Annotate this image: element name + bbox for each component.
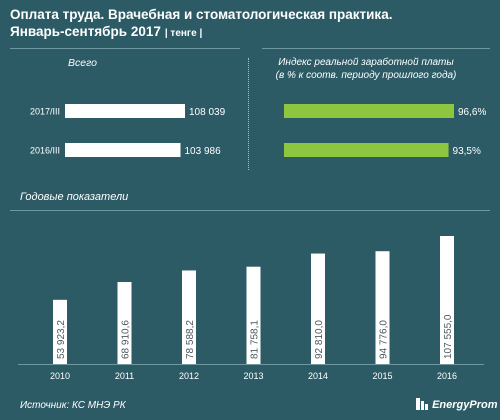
annual-value-label: 78 588,2 [185,320,196,359]
index-bar [284,104,454,118]
annual-value-label: 92 810,0 [314,320,325,359]
annual-bar [182,270,196,364]
annual-tick-label: 2012 [179,371,199,381]
energyprom-logo-icon [416,398,428,410]
annual-bar [53,299,67,364]
title-period: Январь-сентябрь 2017 [10,24,161,39]
brand-logo: EnergyProm [415,397,497,411]
annual-value-label: 53 923,2 [56,320,67,359]
annual-tick-label: 2010 [50,371,70,381]
total-value-label: 108 039 [189,107,226,118]
total-bar-chart: 2017/III 108 039 2016/III 103 986 [30,104,226,157]
annual-tick-label: 2011 [115,371,134,381]
total-category-label: 2016/III [30,146,60,156]
index-chart-subtitle: (в % к соотв. периоду прошлого года) [275,70,457,81]
total-chart-title: Всего [68,57,97,69]
annual-value-label: 94 776,0 [379,320,390,359]
divider-annual [10,210,490,211]
divider-left [10,48,240,49]
annual-bar-chart: 53 923,2 2010 68 910,6 2011 78 588,2 2012 81 7… [18,236,484,381]
divider-vertical [248,58,249,170]
total-bar [65,104,185,118]
annual-bar [311,253,325,364]
source-note: Источник: КС МНЭ РК [20,400,126,411]
annual-bar [440,236,454,364]
annual-value-label: 107 555,0 [443,314,454,359]
index-chart-title: Индекс реальной заработной платы [278,57,454,68]
annual-value-label: 68 910,6 [121,320,132,359]
index-value-label: 96,6% [458,107,486,118]
annual-value-label: 81 758,1 [250,320,261,359]
index-bar [284,143,449,157]
title-line-1: Оплата труда. Врачебная и стоматологичес… [10,7,393,22]
annual-tick-label: 2016 [437,371,457,381]
index-bar-chart: 96,6% 93,5% [284,104,486,157]
total-category-label: 2017/III [30,107,60,117]
total-value-label: 103 986 [184,146,221,157]
brand-name: EnergyProm [432,399,498,411]
total-bar [65,143,181,157]
annual-tick-label: 2013 [243,371,263,381]
page-title: Оплата труда. Врачебная и стоматологичес… [10,6,392,42]
index-value-label: 93,5% [453,146,481,157]
divider-right [262,48,490,49]
annual-chart-title: Годовые показатели [20,191,129,203]
annual-tick-label: 2015 [372,371,392,381]
annual-bar [117,281,132,364]
title-unit: | тенге | [164,28,203,39]
annual-bar [246,266,261,364]
annual-tick-label: 2014 [308,371,328,381]
title-line-2: Январь-сентябрь 2017 | тенге | [10,23,392,42]
annual-bar [375,251,390,364]
